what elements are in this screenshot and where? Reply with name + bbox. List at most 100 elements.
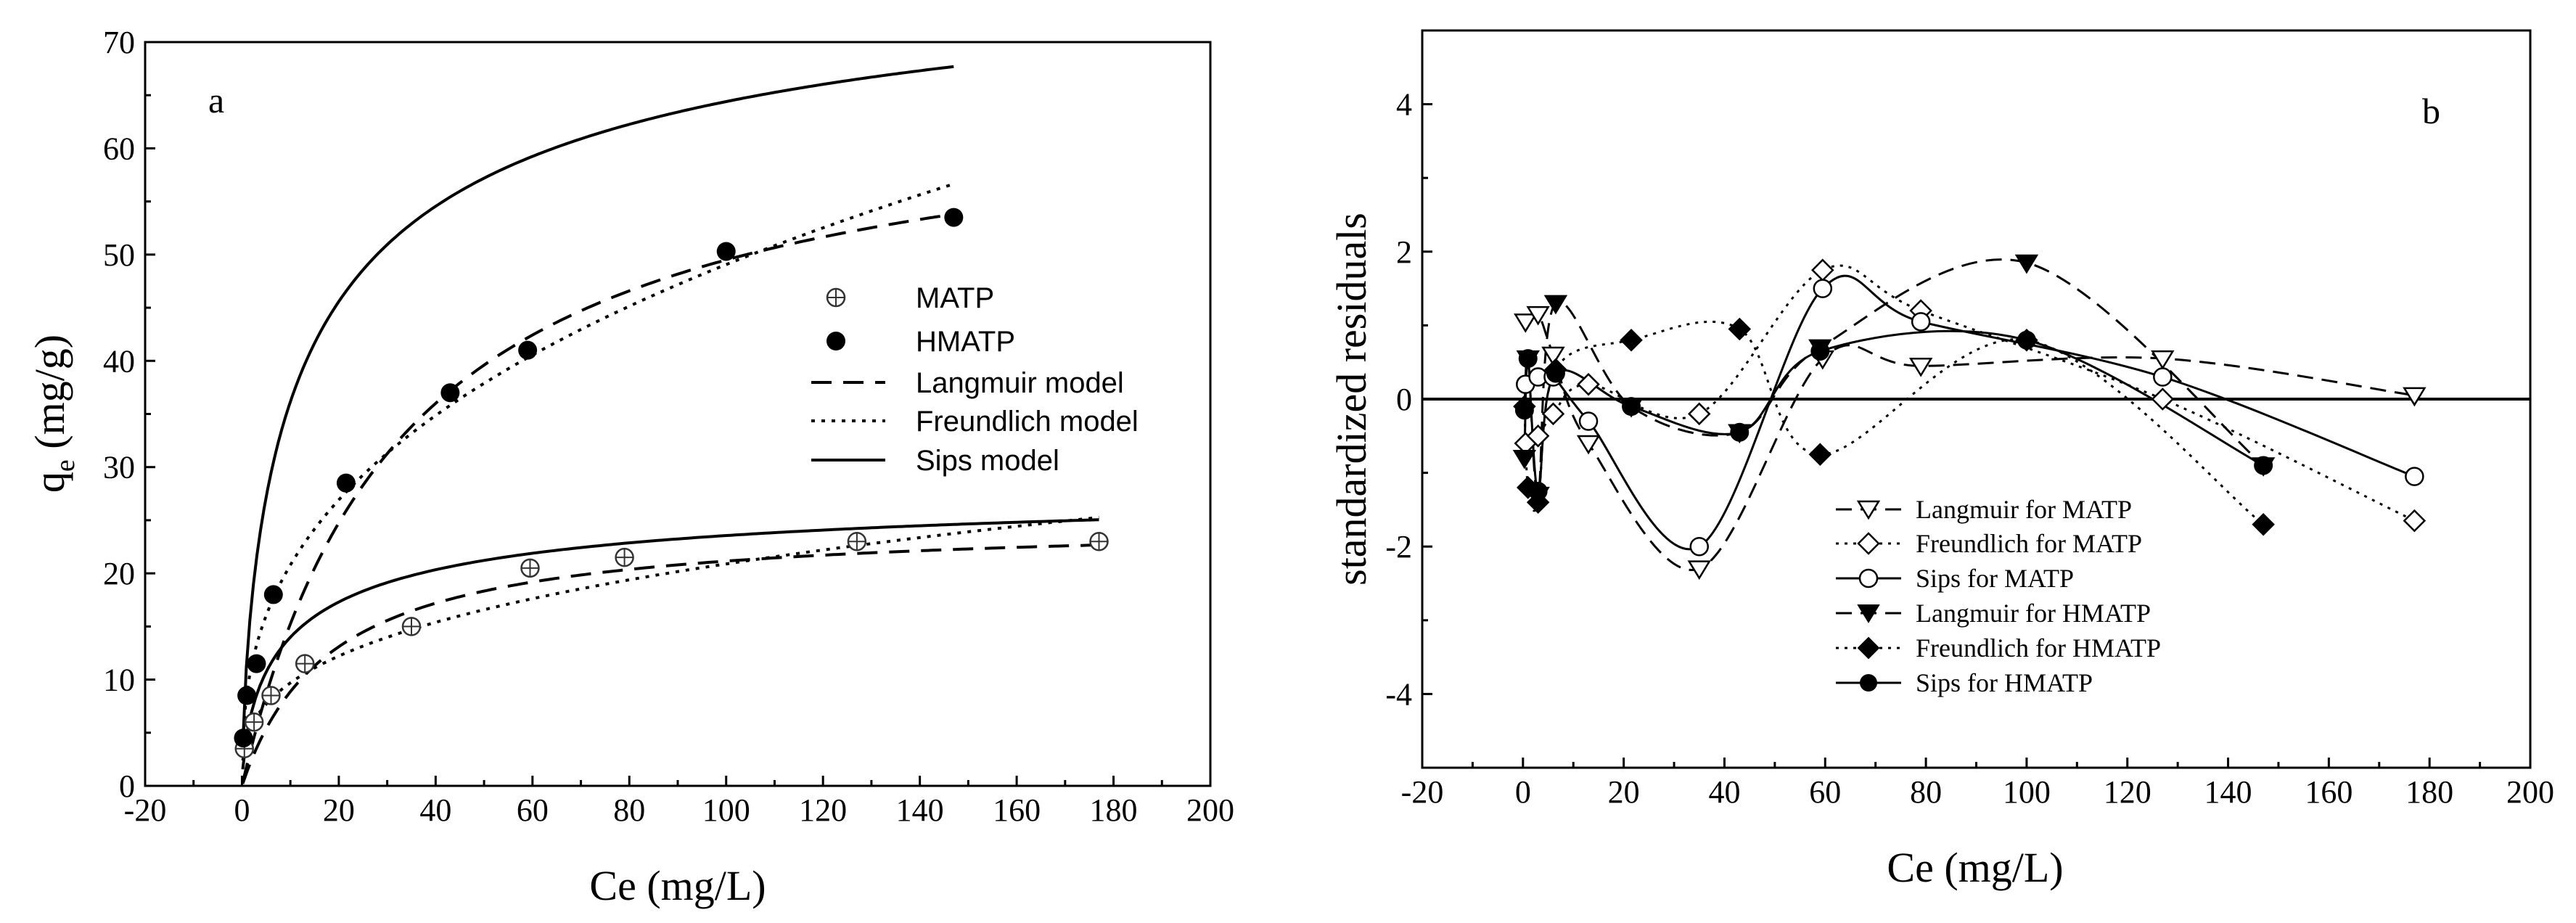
legend-b-sips-matp-marker: [1858, 568, 1879, 588]
matp-freundlich-model-curve: [241, 516, 1099, 761]
sips-for-hmatp-point: [2254, 456, 2273, 475]
x-tick-label: 120: [799, 792, 847, 828]
y-tick-label: 0: [119, 768, 135, 804]
x-tick-label: 20: [323, 792, 355, 828]
panel-a-ticks: -20 0 20 40 60 80 100 120 140 160 180 2000102030405…: [103, 25, 1234, 828]
y-tick-label: -4: [1385, 676, 1412, 712]
x-tick-label: 160: [2305, 774, 2353, 810]
sips-for-matp-point: [1911, 312, 1931, 332]
hmatp-point: [247, 654, 266, 673]
panel-a-data-points: [234, 208, 1109, 758]
langmuir-for-matp-point: [1526, 305, 1550, 326]
hmatp-point: [440, 383, 460, 403]
panel-b-legend: Langmuir for MATP Freundlich for MATP Si…: [1836, 495, 2161, 697]
matp-point: [261, 686, 281, 705]
x-tick-label: 200: [2506, 774, 2554, 810]
x-tick-label: 40: [1708, 774, 1740, 810]
x-tick-label: 80: [613, 792, 645, 828]
hmatp-langmuir-model-curve: [241, 213, 954, 784]
legend-a-langmuir-label: Langmuir model: [916, 367, 1124, 399]
svg-text:qe (mg/g): qe (mg/g): [26, 335, 81, 493]
matp-point: [615, 547, 634, 567]
legend-a-hmatp-marker: [826, 332, 845, 350]
y-tick-label: 2: [1396, 234, 1412, 270]
y-tick-label: 30: [103, 450, 135, 485]
langmuir-for-matp-point: [1908, 358, 1933, 377]
legend-b-freundlich-hmatp-label: Freundlich for HMATP: [1916, 633, 2161, 662]
y-tick-label: 20: [103, 556, 135, 591]
panel-a-model-curves: [241, 65, 1099, 784]
langmuir-for-matp-point: [2151, 350, 2175, 370]
x-tick-label: 0: [1515, 774, 1531, 810]
legend-b-langmuir-matp-label: Langmuir for MATP: [1916, 495, 2132, 524]
sips-for-matp-point: [1578, 411, 1599, 431]
sips-for-matp-point: [2153, 367, 2173, 387]
sips-for-hmatp-point: [1622, 397, 1641, 417]
freundlich-for-hmatp-point: [2252, 512, 2275, 536]
panel-a-chart: -20 0 20 40 60 80 100 120 140 160 180 2000102030405…: [26, 25, 1234, 909]
x-tick-label: 40: [419, 792, 451, 828]
legend-a-matp-label: MATP: [916, 282, 994, 314]
sips-for-hmatp-point: [1514, 401, 1534, 420]
x-tick-label: 140: [2204, 774, 2252, 810]
langmuir-for-matp-point: [2403, 387, 2427, 407]
langmuir-for-matp-point: [1514, 313, 1538, 333]
langmuir-for-hmatp-point: [1512, 450, 1537, 469]
x-tick-label: 140: [896, 792, 944, 828]
x-tick-label: 20: [1608, 774, 1640, 810]
legend-b-freundlich-matp-label: Freundlich for MATP: [1916, 529, 2142, 558]
freundlich-for-hmatp-point: [1808, 443, 1832, 466]
panel-a-ylabel-q: q: [26, 472, 73, 493]
sips-for-matp-point: [1813, 279, 1833, 298]
freundlich-for-matp-point: [1541, 402, 1565, 426]
x-tick-label: 100: [702, 792, 750, 828]
legend-a-sips-label: Sips model: [916, 445, 1059, 477]
x-tick-label: 180: [2405, 774, 2453, 810]
hmatp-point: [716, 242, 736, 261]
freundlich-for-matp-point: [2151, 387, 2175, 411]
hmatp-point: [234, 729, 253, 748]
legend-b-langmuir-hmatp-label: Langmuir for HMATP: [1916, 599, 2151, 628]
y-tick-label: 10: [103, 662, 135, 698]
hmatp-point: [944, 208, 964, 227]
panel-b-data-points: [1512, 254, 2427, 581]
sips-for-hmatp-point: [1518, 349, 1538, 369]
hmatp-sips-model-curve: [241, 65, 954, 747]
panel-a-ylabel: qe (mg/g): [26, 335, 81, 493]
freundlich-for-matp-point: [1577, 372, 1600, 396]
freundlich-for-matp-point: [1687, 402, 1711, 426]
legend-b-sips-hmatp-marker: [1860, 674, 1877, 692]
x-tick-label: 60: [1809, 774, 1841, 810]
panel-b-label: b: [2422, 91, 2440, 131]
x-tick-label: 100: [2003, 774, 2051, 810]
x-tick-label: 60: [517, 792, 549, 828]
freundlich-for-hmatp-point: [1620, 328, 1643, 352]
x-tick-label: 0: [234, 792, 250, 828]
legend-a-freundlich-label: Freundlich model: [916, 406, 1139, 438]
x-tick-label: 120: [2104, 774, 2152, 810]
hmatp-point: [336, 473, 356, 493]
y-tick-label: 4: [1396, 87, 1412, 123]
sips-for-hmatp-point: [1528, 482, 1548, 501]
panel-a-label: a: [208, 80, 224, 120]
x-tick-label: 80: [1910, 774, 1942, 810]
legend-b-sips-matp-label: Sips for MATP: [1916, 564, 2074, 593]
langmuir-for-matp-point: [1687, 560, 1711, 581]
x-tick-label: 180: [1090, 792, 1138, 828]
sips-for-hmatp-point: [1810, 341, 1830, 361]
langmuir-for-hmatp-line: [1523, 258, 2265, 496]
matp-point: [295, 654, 315, 673]
legend-b-freundlich-matp-marker: [1857, 532, 1880, 555]
sips-for-hmatp-point: [1730, 422, 1750, 442]
panel-a-ylabel-unit: (mg/g): [26, 335, 73, 459]
panel-b-ylabel: standardized residuals: [1328, 213, 1375, 586]
matp-langmuir-model-curve: [241, 543, 1099, 784]
legend-b-langmuir-hmatp-marker: [1857, 604, 1880, 623]
sips-for-matp-point: [2405, 467, 2424, 486]
x-tick-label: 160: [993, 792, 1041, 828]
legend-a-hmatp-label: HMATP: [916, 326, 1015, 358]
freundlich-for-matp-line: [1525, 264, 2416, 522]
sips-for-matp-point: [1689, 536, 1709, 557]
